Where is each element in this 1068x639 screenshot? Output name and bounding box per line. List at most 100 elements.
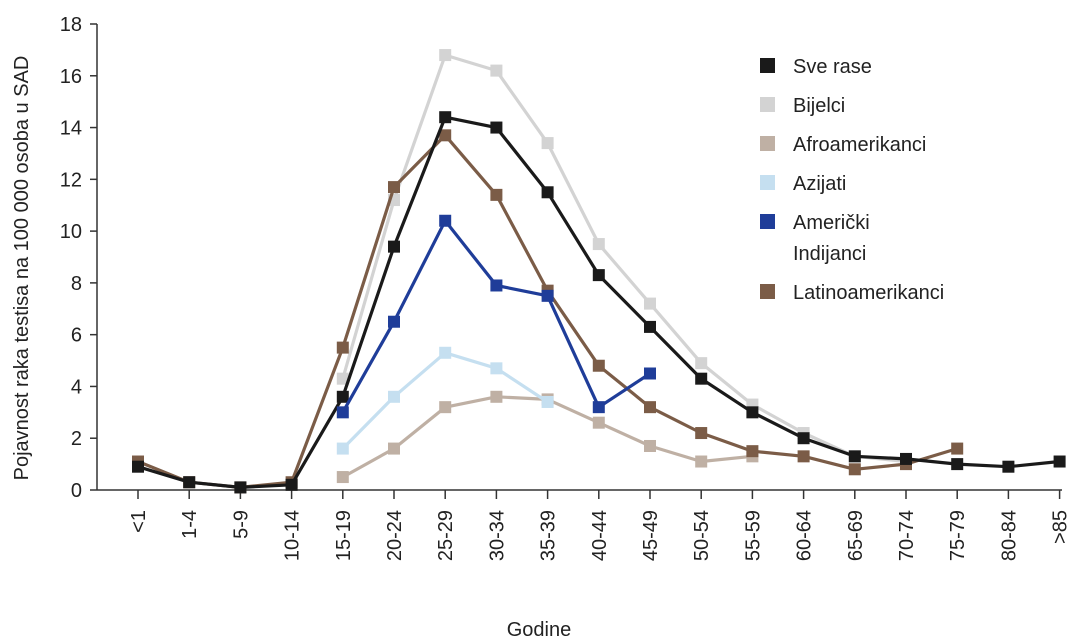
data-point [439,49,452,62]
data-point [644,439,656,452]
data-point [592,238,605,251]
x-tick-label: 20-24 [384,510,406,561]
legend-label: Američki [793,212,870,234]
data-point [183,476,196,489]
x-axis: <1 1-4 5-9 10-14 15-19 20-24 25-29 30-34 35-39 40… [97,489,1068,561]
data-point [336,390,349,403]
data-point [848,463,861,476]
legend-item: Bijelci [760,95,845,117]
legend-label: Afroamerikanci [793,134,926,156]
data-point [439,129,452,142]
data-point [439,214,452,227]
x-tick-label: 1-4 [179,510,201,539]
legend-label: Sve rase [793,56,872,78]
series-ameri-ki-indijanci [336,214,656,419]
data-point [592,269,605,282]
x-tick-label: 15-19 [333,510,355,561]
data-point [490,279,503,292]
data-point [746,445,759,458]
data-point [592,401,605,414]
x-tick-label: 80-84 [998,510,1020,561]
data-point [1053,455,1066,468]
data-point [388,240,400,253]
data-point [797,432,810,445]
x-tick-label: 50-54 [691,510,713,561]
y-tick-label: 10 [60,221,82,243]
data-point [592,359,605,372]
y-tick-label: 0 [71,480,82,502]
legend-swatch [760,284,775,299]
data-point [695,455,708,468]
data-point [541,289,554,302]
x-tick-label: 35-39 [538,510,560,561]
x-tick-label: 65-69 [845,510,867,561]
data-point [388,390,400,403]
y-axis: 0 2 4 6 8 10 12 14 16 18 [60,14,98,502]
legend-label: Azijati [793,173,846,195]
data-point [388,315,400,328]
data-point [592,416,605,429]
data-point [490,188,503,201]
data-point [490,362,503,375]
y-tick-label: 14 [60,118,82,140]
legend-label: Latinoamerikanci [793,282,944,304]
x-tick-label: 5-9 [230,510,252,539]
data-point [439,401,452,414]
x-tick-label: >85 [1050,510,1068,544]
x-tick-label: 40-44 [589,510,611,561]
data-point [336,471,349,484]
x-axis-title: Godine [507,619,572,639]
x-tick-label: 25-29 [435,510,457,561]
series-line [341,53,907,464]
data-point [541,395,554,408]
series-sve-rase [132,111,1066,494]
y-tick-label: 12 [60,169,82,191]
data-point [285,478,298,491]
data-point [695,427,708,440]
x-tick-label: 60-64 [794,510,816,561]
data-point [439,346,452,359]
y-tick-label: 16 [60,66,82,88]
data-point [644,320,656,333]
data-point [951,442,964,455]
data-point [644,401,656,414]
data-point [132,460,144,473]
y-tick-label: 2 [71,428,82,450]
data-point [644,297,656,310]
data-point [900,452,912,465]
x-tick-label: 10-14 [282,510,304,561]
data-point [388,181,400,194]
series-line [342,395,753,479]
y-tick-label: 6 [71,325,82,347]
data-point [388,442,400,455]
data-point [951,458,964,471]
data-point [439,111,452,124]
legend-label: Indijanci [793,243,866,265]
series-azijati [336,346,554,455]
legend-item: Afroamerikanci [760,134,926,156]
x-tick-label: 55-59 [742,510,764,561]
y-axis-title: Pojavnost raka testisa na 100 000 osoba … [11,56,33,481]
legend-swatch [760,175,775,190]
data-point [490,121,503,134]
data-point [490,390,503,403]
legend-swatch [760,136,775,151]
data-point [695,357,708,370]
data-point [541,186,554,199]
data-point [1002,460,1015,473]
x-tick-label: 45-49 [640,510,662,561]
series-layer [132,49,1066,494]
x-tick-label: 75-79 [947,510,969,561]
data-point [797,450,810,463]
data-point [541,137,554,150]
legend-swatch [760,58,775,73]
legend-item: Sve rase [760,56,872,78]
y-tick-label: 4 [71,376,82,398]
x-tick-label: <1 [128,510,150,533]
data-point [848,450,861,463]
series-line [341,351,549,450]
data-point [644,367,656,380]
legend-swatch [760,97,775,112]
data-point [336,341,349,354]
data-point [336,442,349,455]
